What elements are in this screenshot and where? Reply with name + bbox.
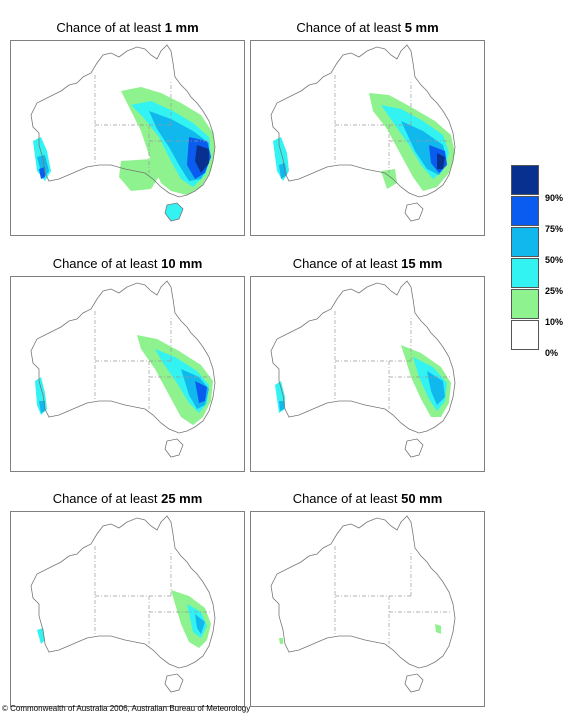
probability-legend: 90% 75% 50% 25% 10% 0% [511, 165, 567, 358]
legend-swatch-75 [511, 196, 539, 226]
copyright-footer: © Commonwealth of Australia 2006, Austra… [2, 704, 251, 713]
australia-map [10, 511, 245, 707]
australia-map [250, 276, 485, 472]
australia-map [250, 511, 485, 707]
australia-map [250, 40, 485, 236]
legend-swatch-10 [511, 289, 539, 319]
panel-title: Chance of at least 10 mm [52, 256, 203, 271]
australia-map [10, 40, 245, 236]
legend-swatch-25 [511, 258, 539, 288]
legend-swatch-0 [511, 320, 539, 350]
legend-swatch-90 [511, 165, 539, 195]
legend-label-50: 50% [545, 255, 564, 265]
panel-title: Chance of at least 50 mm [292, 491, 443, 506]
panel-title: Chance of at least 1 mm [56, 20, 199, 35]
legend-label-25: 25% [545, 286, 564, 296]
legend-label-10: 10% [545, 317, 564, 327]
panel-title: Chance of at least 5 mm [296, 20, 439, 35]
australia-map [10, 276, 245, 472]
legend-swatch-50 [511, 227, 539, 257]
legend-label-90: 90% [545, 193, 564, 203]
panel-title: Chance of at least 25 mm [52, 491, 203, 506]
legend-label-75: 75% [545, 224, 564, 234]
panel-title: Chance of at least 15 mm [292, 256, 443, 271]
legend-label-0: 0% [545, 348, 559, 358]
